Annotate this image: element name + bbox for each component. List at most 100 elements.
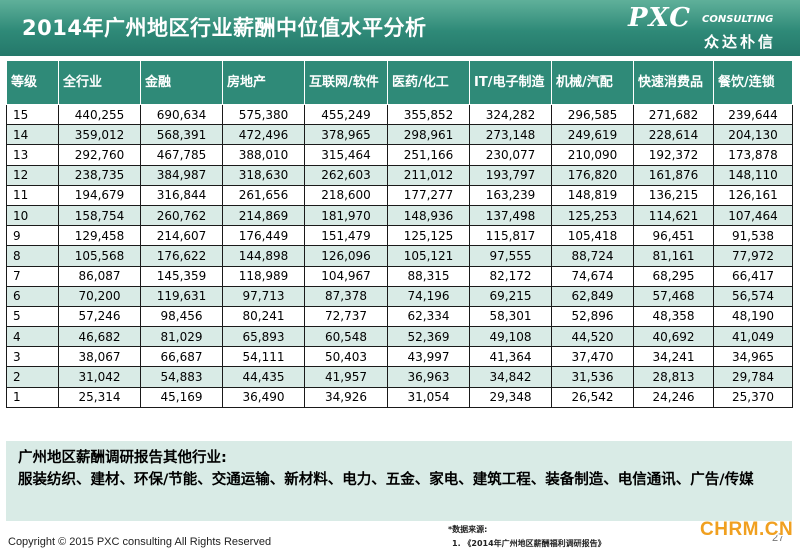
table-cell: 239,644 [713, 103, 793, 126]
table-cell: 107,464 [713, 204, 793, 227]
table-header-row: 等级 全行业 金融 房地产 互联网/软件 医药/化工 IT/电子制造 机械/汽配 快速消费品 餐饮… [6, 60, 793, 105]
level-cell: 6 [6, 285, 59, 307]
table-cell: 119,631 [140, 285, 223, 307]
other-industries-box: 广州地区薪酬调研报告其他行业: 服装纺织、建材、环保/节能、交通运输、新材料、电… [6, 441, 792, 521]
column-header: 餐饮/连锁 [713, 60, 793, 105]
table-cell: 230,077 [469, 144, 552, 166]
table-row: 9 129,458 214,607 176,449 151,479 125,125 115,… [6, 225, 793, 247]
table-cell: 62,334 [387, 305, 470, 328]
table-row: 12 238,735 384,987 318,630 262,603 211,012 193… [6, 164, 793, 186]
table-cell: 44,520 [551, 326, 634, 348]
table-cell: 105,568 [58, 245, 141, 267]
table-cell: 52,896 [551, 305, 634, 328]
table-cell: 29,784 [713, 366, 793, 388]
table-cell: 49,108 [469, 326, 552, 348]
table-cell: 56,574 [713, 285, 793, 307]
salary-table: 等级 全行业 金融 房地产 互联网/软件 医药/化工 IT/电子制造 机械/汽配 快速消费品 餐饮… [6, 60, 793, 408]
copyright: Copyright © 2015 PXC consulting All Righ… [8, 536, 272, 548]
table-cell: 31,042 [58, 366, 141, 388]
table-cell: 98,456 [140, 305, 223, 328]
table-cell: 48,358 [633, 305, 714, 328]
table-cell: 46,682 [58, 326, 141, 348]
table-cell: 52,369 [387, 326, 470, 348]
table-cell: 214,869 [222, 204, 305, 227]
table-cell: 36,963 [387, 366, 470, 388]
column-header: 全行业 [58, 60, 141, 105]
level-cell: 5 [6, 305, 59, 328]
table-cell: 145,359 [140, 265, 223, 287]
table-cell: 57,246 [58, 305, 141, 328]
table-cell: 440,255 [58, 103, 141, 126]
table-row: 6 70,200 119,631 97,713 87,378 74,196 69,215 62… [6, 285, 793, 307]
other-industries-title: 广州地区薪酬调研报告其他行业: [18, 450, 227, 466]
table-cell: 48,190 [713, 305, 793, 328]
table-cell: 158,754 [58, 204, 141, 227]
table-row: 8 105,568 176,622 144,898 126,096 105,121 97,5… [6, 245, 793, 267]
table-cell: 298,961 [387, 124, 470, 146]
table-cell: 77,972 [713, 245, 793, 267]
table-cell: 45,169 [140, 386, 223, 408]
column-header: IT/电子制造 [469, 60, 552, 105]
page-number: 27 [772, 532, 785, 544]
level-cell: 4 [6, 326, 59, 348]
table-cell: 72,737 [304, 305, 388, 328]
table-row: 10 158,754 260,762 214,869 181,970 148,936 137… [6, 204, 793, 227]
source-label: *数据来源: [448, 525, 488, 534]
table-cell: 41,364 [469, 346, 552, 368]
table-cell: 177,277 [387, 184, 470, 206]
table-cell: 43,997 [387, 346, 470, 368]
table-cell: 273,148 [469, 124, 552, 146]
table-cell: 104,967 [304, 265, 388, 287]
table-cell: 80,241 [222, 305, 305, 328]
table-row: 1 25,314 45,169 36,490 34,926 31,054 29,348 26,… [6, 386, 793, 408]
table-row: 5 57,246 98,456 80,241 72,737 62,334 58,301 52,… [6, 305, 793, 328]
table-cell: 34,842 [469, 366, 552, 388]
table-cell: 296,585 [551, 103, 634, 126]
table-cell: 97,555 [469, 245, 552, 267]
table-cell: 36,490 [222, 386, 305, 408]
table-cell: 211,012 [387, 164, 470, 186]
other-industries-list: 服装纺织、建材、环保/节能、交通运输、新材料、电力、五金、家电、建筑工程、装备制… [18, 472, 754, 488]
table-row: 2 31,042 54,883 44,435 41,957 36,963 34,842 31,… [6, 366, 793, 388]
table-cell: 44,435 [222, 366, 305, 388]
table-cell: 210,090 [551, 144, 634, 166]
level-cell: 10 [6, 204, 59, 227]
column-header: 等级 [6, 60, 59, 105]
brand-logo-sub: CONSULTING [702, 14, 774, 25]
table-cell: 54,111 [222, 346, 305, 368]
table-cell: 38,067 [58, 346, 141, 368]
level-cell: 12 [6, 164, 59, 186]
level-cell: 7 [6, 265, 59, 287]
table-cell: 251,166 [387, 144, 470, 166]
level-cell: 8 [6, 245, 59, 267]
table-cell: 41,957 [304, 366, 388, 388]
table-cell: 58,301 [469, 305, 552, 328]
table-cell: 28,813 [633, 366, 714, 388]
table-cell: 81,161 [633, 245, 714, 267]
table-cell: 29,348 [469, 386, 552, 408]
table-cell: 26,542 [551, 386, 634, 408]
table-cell: 125,125 [387, 225, 470, 247]
table-cell: 384,987 [140, 164, 223, 186]
table-cell: 88,315 [387, 265, 470, 287]
table-row: 4 46,682 81,029 65,893 60,548 52,369 49,108 44,… [6, 326, 793, 348]
table-cell: 161,876 [633, 164, 714, 186]
table-row: 15 440,255 690,634 575,380 455,249 355,852 324… [6, 103, 793, 126]
table-row: 3 38,067 66,687 54,111 50,403 43,997 41,364 37,… [6, 346, 793, 368]
table-cell: 271,682 [633, 103, 714, 126]
table-cell: 568,391 [140, 124, 223, 146]
table-cell: 176,820 [551, 164, 634, 186]
column-header: 快速消费品 [633, 60, 714, 105]
salary-table-container: 等级 全行业 金融 房地产 互联网/软件 医药/化工 IT/电子制造 机械/汽配 快速消费品 餐饮… [6, 60, 793, 408]
table-cell: 173,878 [713, 144, 793, 166]
table-cell: 88,724 [551, 245, 634, 267]
table-cell: 316,844 [140, 184, 223, 206]
page-title: 2014年广州地区行业薪酬中位值水平分析 [22, 16, 427, 40]
table-cell: 82,172 [469, 265, 552, 287]
table-cell: 355,852 [387, 103, 470, 126]
table-cell: 148,110 [713, 164, 793, 186]
brand-logo: PXC CONSULTING 众达朴信 [628, 3, 788, 53]
title-bar: 2014年广州地区行业薪酬中位值水平分析 PXC CONSULTING 众达朴信 [0, 0, 800, 56]
table-cell: 176,622 [140, 245, 223, 267]
level-cell: 3 [6, 346, 59, 368]
